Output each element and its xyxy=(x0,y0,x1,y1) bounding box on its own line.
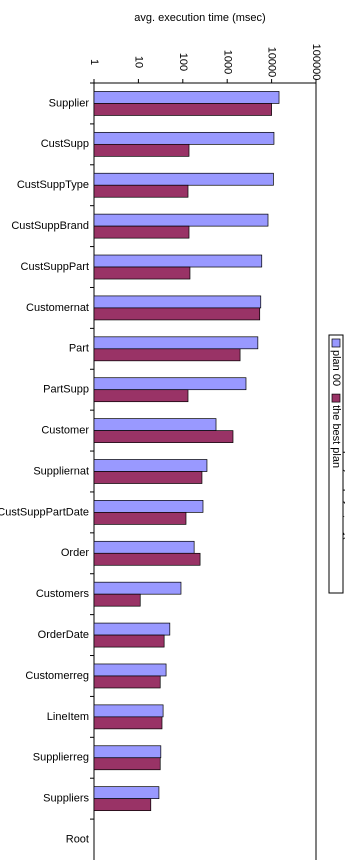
y-tick-label: Supplierreg xyxy=(33,752,89,764)
y-tick-label: Suppliernat xyxy=(33,465,89,477)
y-tick-label: Suppliers xyxy=(43,793,89,805)
y-tick-label: Customers xyxy=(36,588,90,600)
x-tick-label: 1 xyxy=(88,59,100,65)
y-tick-label: Root xyxy=(66,833,89,845)
bar xyxy=(93,552,201,566)
x-tick-label: 10000 xyxy=(266,47,278,78)
bar xyxy=(93,540,195,554)
y-tick-label: CustSupp xyxy=(41,138,89,150)
bar xyxy=(93,622,171,636)
bar xyxy=(93,131,275,145)
y-tick-label: Part xyxy=(69,343,89,355)
bar xyxy=(93,254,263,268)
bar xyxy=(93,512,187,525)
bar xyxy=(93,184,189,198)
bar xyxy=(93,471,203,484)
bar xyxy=(93,593,141,607)
bar xyxy=(93,266,191,280)
chart-title: avg. execution time (msec) xyxy=(134,12,265,24)
x-tick-label: 100000 xyxy=(310,44,322,81)
legend: plan 00 the best plan xyxy=(330,338,342,468)
y-tick-label: CustSuppPartDate xyxy=(0,506,89,518)
bar xyxy=(93,581,182,595)
y-tick-label: PartSupp xyxy=(43,384,89,396)
bar xyxy=(93,786,160,800)
y-tick-label: CustSuppType xyxy=(17,179,89,191)
bar xyxy=(93,213,269,227)
bar xyxy=(93,798,152,812)
bar xyxy=(93,336,259,350)
y-tick-label: Supplier xyxy=(49,97,90,109)
bar xyxy=(93,716,163,730)
bar xyxy=(93,307,261,321)
x-tick-label: 1000 xyxy=(221,50,233,74)
bar xyxy=(93,757,161,771)
y-tick-label: Customernat xyxy=(26,302,89,314)
y-tick-label: LineItem xyxy=(47,711,89,723)
bar xyxy=(93,745,162,759)
bar xyxy=(93,704,164,718)
bar xyxy=(93,377,247,391)
bar xyxy=(93,91,280,104)
y-tick-label: Customer xyxy=(41,425,89,437)
legend-label: plan 00 xyxy=(330,350,342,386)
bar xyxy=(93,430,234,443)
bar xyxy=(93,225,190,239)
legend-swatch xyxy=(331,393,341,403)
bar xyxy=(93,143,190,157)
bar xyxy=(93,348,241,362)
bar xyxy=(93,389,189,403)
bar xyxy=(93,663,167,677)
legend-label: the best plan xyxy=(330,405,342,468)
bar xyxy=(93,459,208,472)
y-tick-label: OrderDate xyxy=(38,629,89,641)
y-tick-label: CustSuppPart xyxy=(21,261,89,273)
x-tick-label: 100 xyxy=(177,53,189,71)
bar xyxy=(93,172,274,186)
y-tick-label: CustSuppBrand xyxy=(11,220,89,232)
y-tick-label: Customerreg xyxy=(25,670,89,682)
bar xyxy=(93,418,217,431)
bar xyxy=(93,103,272,116)
y-tick-label: Order xyxy=(61,547,89,559)
x-tick-label: 10 xyxy=(132,56,144,68)
bar xyxy=(93,675,161,689)
bar xyxy=(93,295,262,309)
bar xyxy=(93,634,165,648)
bar xyxy=(93,500,204,513)
legend-swatch xyxy=(331,338,341,348)
